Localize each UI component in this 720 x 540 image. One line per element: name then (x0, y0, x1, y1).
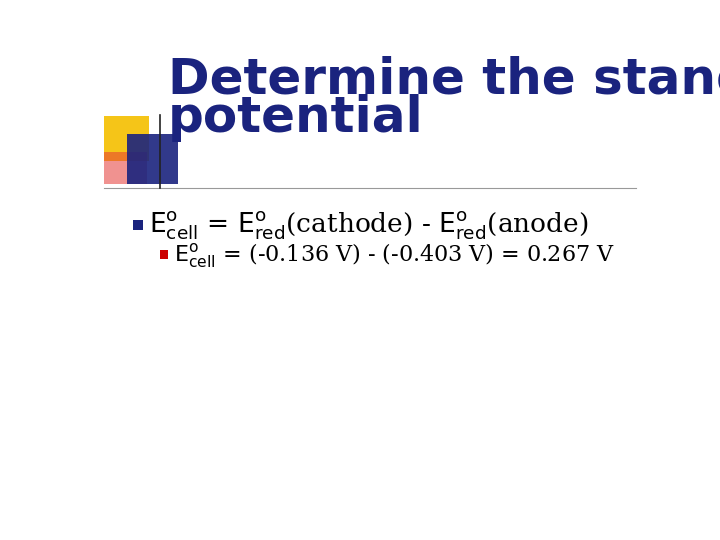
Bar (132, 220, 143, 231)
Text: $\mathrm{E^o_{cell}}$ = (-0.136 V) - (-0.403 V) = 0.267 V: $\mathrm{E^o_{cell}}$ = (-0.136 V) - (-0… (174, 241, 615, 269)
Text: Determine the standard cell: Determine the standard cell (168, 55, 720, 103)
Bar (127, 134, 178, 184)
Bar (104, 117, 149, 161)
Text: $\mathrm{E^o_{cell}}$ = $\mathrm{E^o_{red}}$(cathode) - $\mathrm{E^o_{red}}$(ano: $\mathrm{E^o_{cell}}$ = $\mathrm{E^o_{re… (149, 210, 588, 242)
Bar (160, 251, 168, 259)
Bar (104, 152, 147, 184)
Text: potential: potential (168, 94, 423, 142)
